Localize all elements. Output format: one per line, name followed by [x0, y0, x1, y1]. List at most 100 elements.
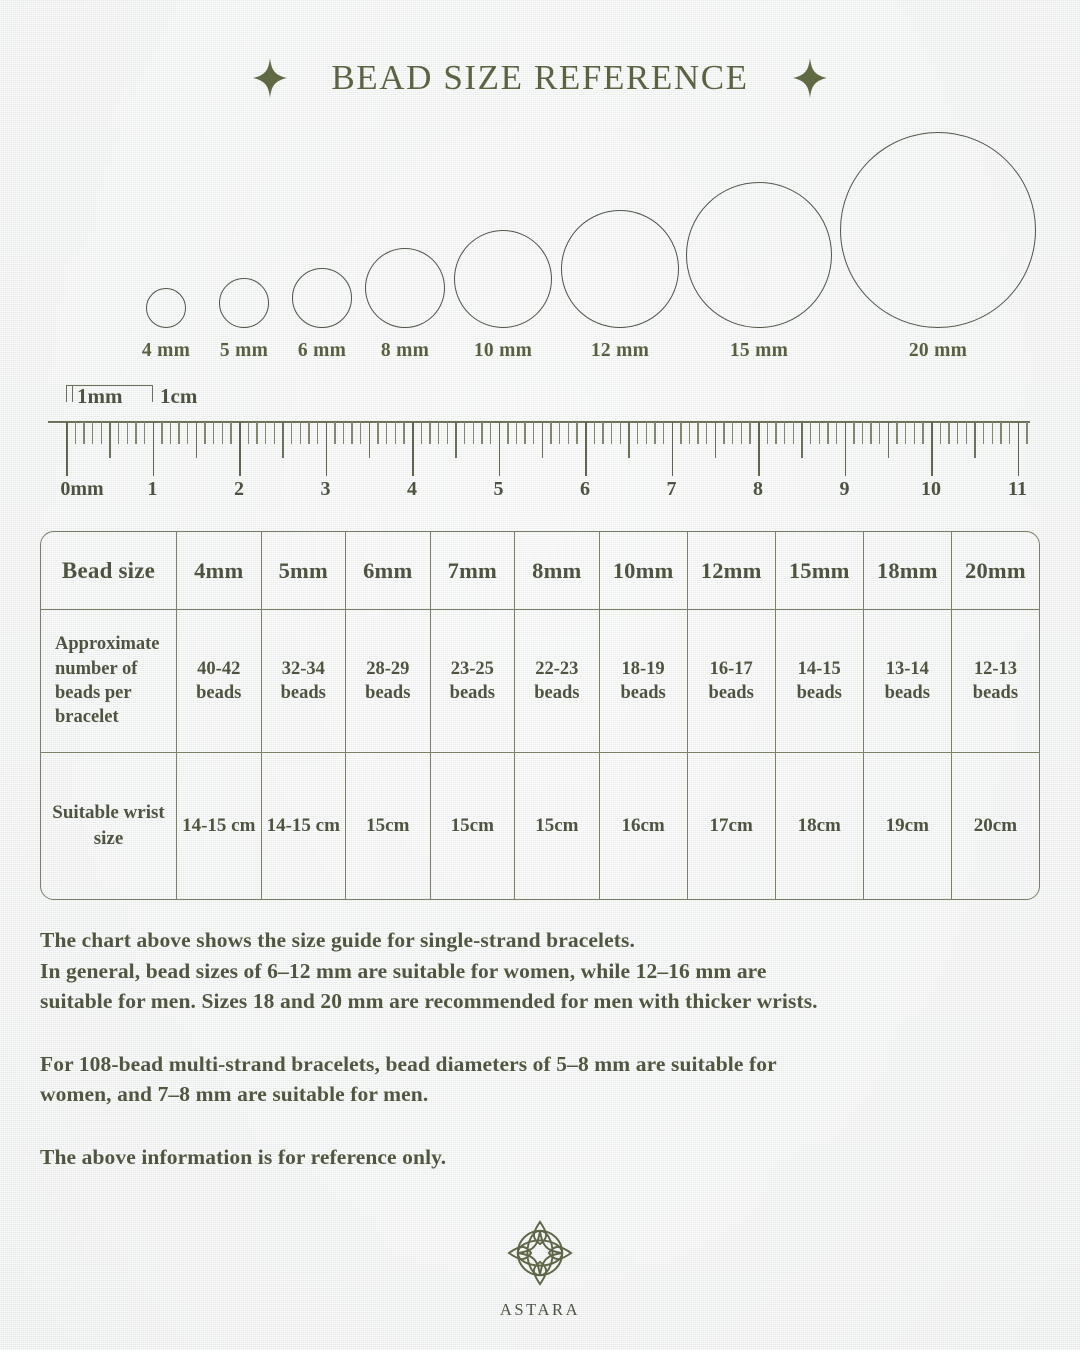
ruler-tick-minor [161, 422, 163, 444]
four-point-star-icon-right [792, 58, 827, 98]
ruler-tick-minor [965, 422, 967, 444]
ruler-tick-minor [905, 422, 907, 444]
ruler-tick-minor [723, 422, 725, 444]
ruler-tick-minor [688, 422, 691, 444]
table-row-label-1: Suitable wrist size [41, 753, 177, 899]
ruler-tick-minor [1026, 422, 1028, 444]
table-cell: 22-23 beads [515, 610, 600, 753]
ruler-tick-minor [74, 422, 77, 444]
ruler-tick-minor [472, 422, 474, 444]
page-header: BEAD SIZE REFERENCE [0, 58, 1080, 98]
table-header-row: Bead size 4mm 5mm 6mm 7mm 8mm 10mm 12mm 15mm 18mm… [41, 532, 1039, 610]
table-col-header-10mm: 10mm [599, 532, 688, 610]
table-col-header-4mm: 4mm [177, 532, 262, 610]
ruler-tick-minor [680, 422, 682, 444]
ruler-tick-minor [100, 422, 102, 444]
table-cell: 14-15 cm [177, 753, 262, 899]
table-col-header-15mm: 15mm [775, 532, 864, 610]
ruler-tick-minor [636, 422, 639, 444]
bead-label-6mm: 6 mm [297, 340, 347, 361]
ruler-tick-minor [143, 422, 146, 444]
note-1-line-3: suitable for men. Sizes 18 and 20 mm are… [40, 989, 818, 1014]
compass-star-mandala-icon [507, 1220, 573, 1286]
ruler-tick-minor [749, 422, 751, 444]
ruler-tick-minor [91, 422, 94, 444]
ruler-tick-minor [230, 422, 232, 444]
ruler-tick-minor [178, 422, 180, 444]
ruler-tick-mid [109, 422, 111, 458]
bead-circle-6mm [292, 268, 352, 328]
ruler-tick-mid [195, 422, 198, 458]
ruler-tick-minor [446, 422, 448, 444]
bead-sample-4mm: 4 mm [106, 288, 226, 362]
ruler-tick-minor [879, 422, 881, 444]
bead-size-circles: 4 mm 5 mm 6 mm 8 mm 10 mm 12 mm 15 mm 20 mm [0, 132, 1080, 362]
ruler-tick-minor [420, 422, 423, 444]
ruler-tick-minor [654, 422, 656, 444]
ruler-tick-minor [835, 422, 838, 444]
brand-name: ASTARA [499, 1300, 581, 1319]
ruler-tick-mid [628, 422, 630, 458]
bead-label-20mm: 20 mm [908, 340, 968, 361]
footer: ASTARA [0, 1216, 1080, 1320]
ruler-tick-minor [437, 422, 440, 444]
ruler-tick-minor [602, 422, 604, 444]
ruler-tick-minor [316, 422, 319, 444]
ruler-tick-minor [135, 422, 137, 444]
bead-sample-15mm: 15 mm [686, 182, 832, 362]
bead-sample-20mm: 20 mm [840, 132, 1036, 362]
note-paragraph-3: The above information is for reference o… [40, 1144, 447, 1169]
ruler-tick-major [844, 422, 847, 476]
table-col-header-20mm: 20mm [951, 532, 1039, 610]
bead-circle-5mm [219, 278, 269, 328]
ruler-legend-mm-label: 1mm [77, 384, 123, 408]
bead-sample-6mm: 6 mm [262, 268, 382, 362]
ruler-tick-major [498, 422, 501, 476]
ruler-tick-minor [507, 422, 509, 444]
note-paragraph-2: For 108-bead multi-strand bracelets, bea… [40, 1049, 1050, 1110]
table-col-header-5mm: 5mm [261, 532, 347, 610]
table-col-header-6mm: 6mm [346, 532, 431, 610]
ruler-tick-minor [187, 422, 189, 444]
bead-size-table-wrapper: Bead size 4mm 5mm 6mm 7mm 8mm 10mm 12mm 15mm 18mm… [40, 531, 1040, 900]
ruler-number-5: 5 [493, 478, 504, 500]
table-col-header-7mm: 7mm [430, 532, 516, 610]
ruler-tick-minor [273, 422, 275, 444]
ruler-tick-minor [204, 422, 206, 444]
bead-circle-15mm [686, 182, 832, 328]
ruler-tick-minor [783, 422, 786, 444]
ruler-tick-minor [948, 422, 950, 444]
ruler-tick-minor [792, 422, 794, 444]
ruler-tick-mid [541, 422, 544, 458]
ruler-tick-minor [982, 422, 985, 444]
table-cell: 15cm [515, 753, 600, 899]
ruler-number-10: 10 [921, 478, 941, 500]
table-body: Approximate number of beads per bracelet… [41, 610, 1039, 899]
ruler-tick-mid [887, 422, 890, 458]
table-cell: 19cm [864, 753, 952, 899]
table-cell: 12-13 beads [951, 610, 1039, 753]
table-cell: 16-17 beads [687, 610, 776, 753]
table-cell: 15cm [431, 753, 516, 899]
table-row-label-0: Approximate number of beads per bracelet [41, 610, 177, 753]
note-1-line-2: In general, bead sizes of 6–12 mm are su… [40, 958, 767, 983]
ruler-tick-minor [481, 422, 483, 444]
ruler-tick-minor [861, 422, 864, 444]
ruler-tick-minor [593, 422, 596, 444]
ruler-tick-minor [515, 422, 518, 444]
table-col-header-bead-size: Bead size [41, 532, 177, 610]
ruler-tick-minor [377, 422, 379, 444]
bead-sample-10mm: 10 mm [443, 230, 563, 362]
ruler-number-8: 8 [753, 478, 763, 500]
bead-size-table: Bead size 4mm 5mm 6mm 7mm 8mm 10mm 12mm 15mm 18mm… [40, 531, 1040, 900]
bead-circle-12mm [561, 210, 679, 328]
bead-sample-12mm: 12 mm [560, 210, 680, 362]
ruler-tick-minor [550, 422, 552, 444]
table-cell: 14-15 cm [262, 753, 347, 899]
ruler-tick-minor [126, 422, 128, 444]
bead-sample-8mm: 8 mm [345, 248, 465, 362]
ruler-tick-mid [455, 422, 457, 458]
ruler-tick-minor [809, 422, 812, 444]
table-cell: 18cm [776, 753, 864, 899]
note-1-line-1: The chart above shows the size guide for… [40, 928, 635, 952]
